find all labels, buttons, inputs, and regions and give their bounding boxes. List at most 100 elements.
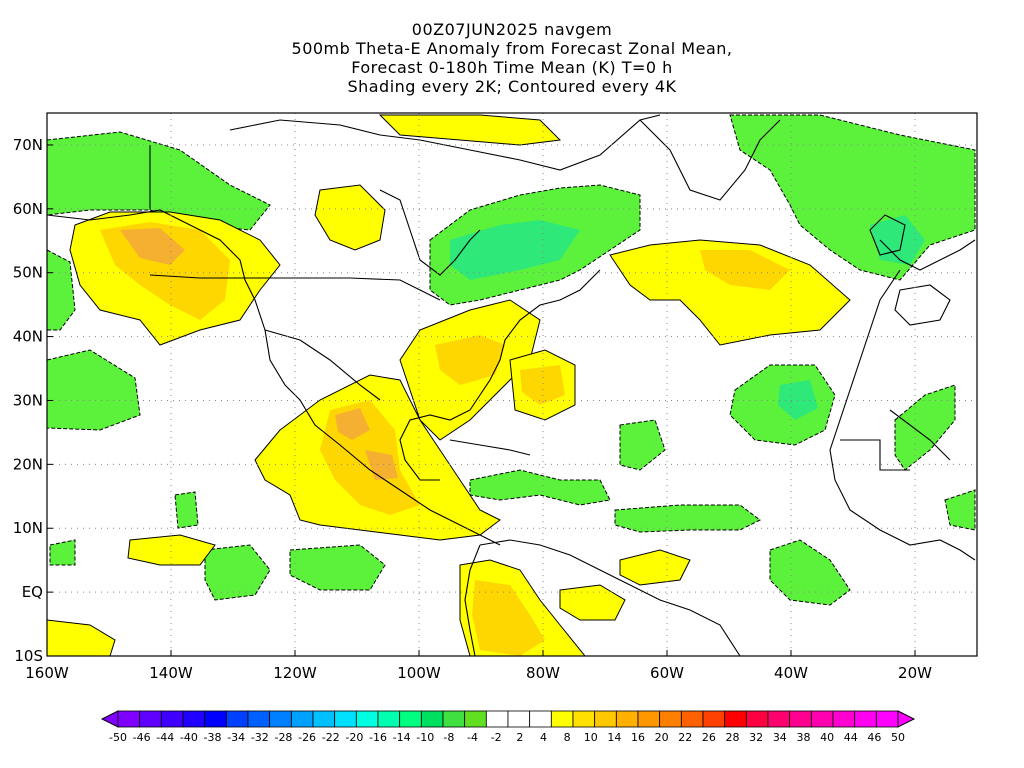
- coastlines: [47, 114, 976, 656]
- colorbar-label: -4: [467, 731, 478, 744]
- colorbar-swatch: [659, 710, 682, 728]
- colorbar-swatch: [464, 710, 487, 728]
- colorbar-label: 10: [584, 731, 598, 744]
- colorbar-max-arrow: [897, 710, 916, 728]
- colorbar-label: 40: [820, 731, 834, 744]
- colorbar-label: 2: [516, 731, 523, 744]
- colorbar-swatch: [355, 710, 379, 728]
- colorbar-label: -16: [369, 731, 387, 744]
- lon-tick-label: 140W: [149, 664, 193, 682]
- coastline-africa: [829, 269, 976, 561]
- gold-anomaly-atlantic: [700, 250, 790, 290]
- title-line-shading: Shading every 2K; Contoured every 4K: [347, 77, 677, 96]
- axis-labels: 160W140W120W100W80W60W40W20W070N60N50N40…: [13, 136, 932, 682]
- title-line-variable: 500mb Theta-E Anomaly from Forecast Zona…: [291, 39, 733, 58]
- coastline-greenland: [639, 119, 781, 201]
- lat-tick-label: 70N: [13, 136, 43, 154]
- green-anomaly-atlantic-15n: [469, 469, 611, 506]
- map-frame: [46, 112, 978, 657]
- colorbar-swatch: [745, 710, 769, 728]
- green-anomaly-eq-pacific: [204, 544, 271, 601]
- colorbar-label: -32: [251, 731, 269, 744]
- colorbar-label: 26: [702, 731, 716, 744]
- colorbar-label: 34: [773, 731, 787, 744]
- border-us-canada: [149, 274, 441, 301]
- coastline-hudson-bay: [379, 189, 481, 276]
- gold-anomaly-east-us: [435, 335, 505, 385]
- teal-anomaly-canada: [450, 220, 580, 280]
- coastline-cuba: [449, 439, 531, 456]
- colorbar-swatch: [572, 710, 596, 728]
- green-anomaly-pacific-small-2: [174, 491, 199, 529]
- coastline-north-america-east: [399, 269, 601, 481]
- colorbar-label: 22: [678, 731, 692, 744]
- gold-anomaly-atlantic-35n: [520, 365, 565, 405]
- colorbar-swatch: [550, 710, 574, 728]
- colorbar-swatch: [529, 710, 552, 728]
- title-line-forecast: Forecast 0-180h Time Mean (K) T=0 h: [351, 58, 673, 77]
- lon-tick-label: 100W: [397, 664, 441, 682]
- colorbar-label: -10: [416, 731, 434, 744]
- colorbar-swatch: [247, 710, 271, 728]
- colorbar-swatch: [594, 710, 617, 728]
- lat-tick-label: 10S: [14, 647, 43, 665]
- colorbar-label: 8: [564, 731, 571, 744]
- yellow-anomaly-south-pacific: [47, 619, 116, 656]
- colorbar-swatch: [399, 710, 422, 728]
- green-anomaly-pacific-small: [49, 539, 76, 566]
- colorbar-label: 38: [796, 731, 810, 744]
- colorbar-swatch: [875, 710, 899, 728]
- green-anomaly-eq-pacific-2: [289, 544, 386, 591]
- title-block: 00Z07JUN2025 navgem 500mb Theta-E Anomal…: [0, 20, 1024, 96]
- colorbar-swatch: [269, 710, 292, 728]
- green-anomaly-atlantic-20n: [619, 419, 666, 471]
- green-anomaly-africa: [894, 384, 956, 471]
- coastline-south-america-west: [464, 544, 481, 656]
- colorbar-label: 28: [726, 731, 740, 744]
- orange-anomaly-mexico-1: [335, 408, 370, 440]
- colorbar-label: -26: [298, 731, 316, 744]
- coastline-uk: [869, 214, 906, 256]
- coastline-arctic: [229, 114, 661, 171]
- lat-tick-label: EQ: [22, 583, 43, 601]
- colorbar-label: -28: [274, 731, 292, 744]
- teal-anomaly-uk: [870, 215, 925, 265]
- lon-tick-label: 20W: [898, 664, 932, 682]
- green-anomaly-atlantic-10n: [614, 504, 761, 533]
- anomaly-shading: [47, 114, 976, 656]
- coastline-iberia: [894, 284, 951, 326]
- colorbar-label: -44: [156, 731, 174, 744]
- colorbar-label: -2: [491, 731, 502, 744]
- colorbar-swatch: [117, 710, 141, 728]
- colorbar-label: 4: [540, 731, 547, 744]
- colorbar-label: -22: [322, 731, 340, 744]
- green-anomaly-eq-atlantic: [769, 539, 851, 606]
- lat-tick-label: 60N: [13, 200, 43, 218]
- colorbar-label: 44: [844, 731, 858, 744]
- colorbar-label: -34: [227, 731, 245, 744]
- colorbar-swatch: [204, 710, 227, 728]
- colorbar-swatch: [160, 710, 184, 728]
- border-africa-1: [840, 439, 910, 471]
- gold-anomaly-south-america: [472, 580, 545, 656]
- border-africa-2: [889, 409, 951, 461]
- colorbar-swatch: [702, 710, 726, 728]
- colorbar-swatch: [139, 710, 162, 728]
- colorbar-label: 16: [631, 731, 645, 744]
- yellow-anomaly-eq-atlantic: [559, 584, 626, 621]
- colorbar-label: -20: [345, 731, 363, 744]
- colorbar-swatch: [312, 710, 336, 728]
- colorbar-swatch: [810, 710, 834, 728]
- lat-tick-label: 40N: [13, 328, 43, 346]
- colorbar-swatch: [442, 710, 466, 728]
- yellow-anomaly-eq-pacific: [127, 534, 216, 566]
- green-anomaly-sw-africa: [944, 489, 976, 531]
- colorbar-swatch: [724, 710, 747, 728]
- yellow-anomaly-atlantic: [609, 239, 851, 346]
- colorbar-label: 50: [891, 731, 905, 744]
- colorbar-swatch: [789, 710, 812, 728]
- colorbar-label: -38: [204, 731, 222, 744]
- colorbar-label: -50: [109, 731, 127, 744]
- lon-tick-label: 40W: [774, 664, 808, 682]
